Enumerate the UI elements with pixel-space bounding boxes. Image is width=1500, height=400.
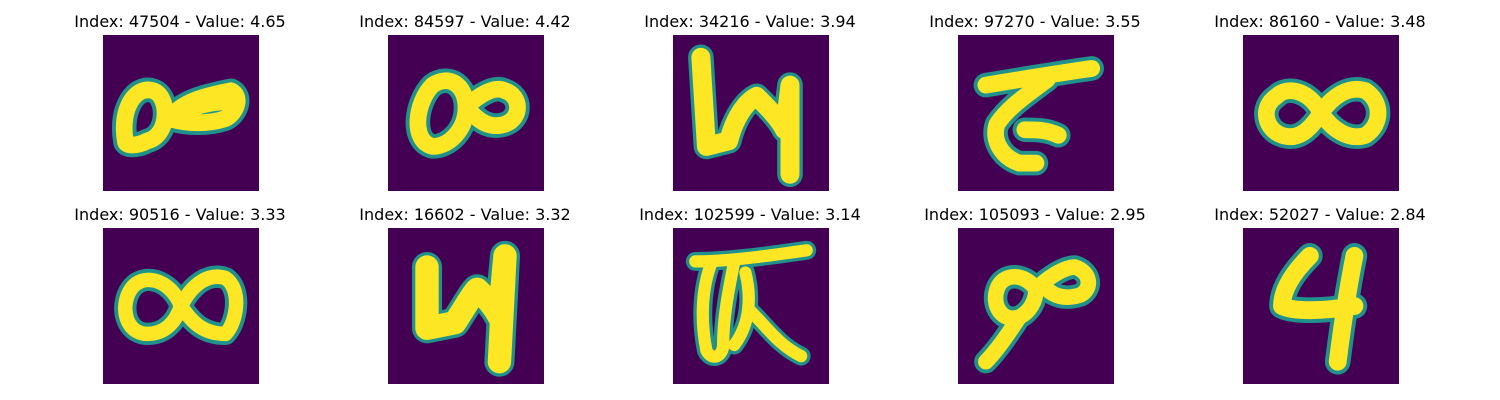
digit-seven-like-icon — [958, 35, 1114, 191]
loops-horizontal-icon — [388, 35, 544, 191]
infinity-icon — [103, 228, 259, 384]
digit-four-open-icon — [673, 35, 829, 191]
panel-title: Index: 105093 - Value: 2.95 — [924, 205, 1146, 224]
loops-horizontal-icon — [103, 35, 259, 191]
panel-title: Index: 34216 - Value: 3.94 — [644, 12, 856, 31]
loops-horizontal-icon — [958, 228, 1114, 384]
infinity-icon — [1243, 35, 1399, 191]
scribble-icon — [673, 228, 829, 384]
panel-title: Index: 97270 - Value: 3.55 — [929, 12, 1141, 31]
panel-title: Index: 102599 - Value: 3.14 — [639, 205, 861, 224]
digit-four-icon — [1243, 228, 1399, 384]
panel-title: Index: 90516 - Value: 3.33 — [74, 205, 286, 224]
panel-title: Index: 47504 - Value: 4.65 — [74, 12, 286, 31]
panel-title: Index: 86160 - Value: 3.48 — [1214, 12, 1426, 31]
panel-title: Index: 16602 - Value: 3.32 — [359, 205, 571, 224]
panel-title: Index: 52027 - Value: 2.84 — [1214, 205, 1426, 224]
digit-four-open-icon — [388, 228, 544, 384]
panel-title: Index: 84597 - Value: 4.42 — [359, 12, 571, 31]
